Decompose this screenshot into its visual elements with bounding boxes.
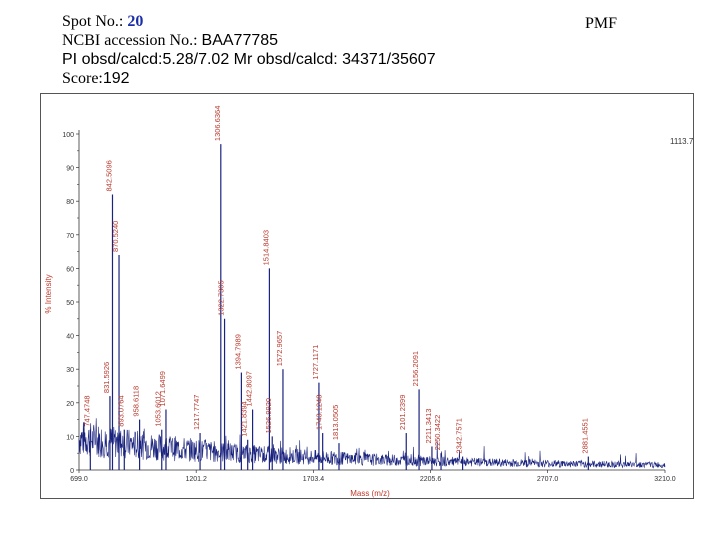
y-tick-label: 10 <box>66 434 74 441</box>
peak-layer <box>89 144 589 470</box>
spectrum-svg: 0 10 20 30 40 50 60 70 80 90 100 699.0 1201.2 1703.4 2… <box>44 106 694 498</box>
peak-label: 842.5096 <box>104 160 113 191</box>
peak-label: 1743.1248 <box>315 395 324 430</box>
score-line: Score:192 <box>62 69 436 88</box>
peak-label: 1442.8097 <box>245 371 254 406</box>
x-tick-label: 3210.0 <box>654 476 676 483</box>
y-tick-label: 90 <box>66 166 74 173</box>
peak-label: 1306.6364 <box>213 106 222 141</box>
y-tick-label: 20 <box>66 401 74 408</box>
peak-label: 1526.9920 <box>264 398 273 433</box>
peak-label-layer: 747.4748 831.5926 842.5096 870.5240 893.0764… <box>82 106 589 454</box>
x-tick-label: 699.0 <box>70 476 88 483</box>
noise-trace <box>78 418 666 469</box>
x-tick-label: 1201.2 <box>185 476 207 483</box>
spot-value: 20 <box>127 13 144 30</box>
y-tick-label: 30 <box>66 367 74 374</box>
peak-label: 1394.7989 <box>233 334 242 369</box>
y-tick-label: 50 <box>66 300 74 307</box>
peak-label: 2881.4551 <box>580 418 589 453</box>
pi-mr-line: PI obsd/calcd:5.28/7.02 Mr obsd/calcd: 3… <box>62 51 436 68</box>
peak-label: 1727.1171 <box>311 345 320 380</box>
x-tick-label: 1703.4 <box>303 476 325 483</box>
ncbi-value: BAA77785 <box>201 32 279 49</box>
peak-label: 1053.6012 <box>154 391 163 426</box>
peak-label: 893.0764 <box>116 395 125 426</box>
axis-layer: 0 10 20 30 40 50 60 70 80 90 100 699.0 1201.2 1703.4 2… <box>62 130 676 483</box>
peak-label: 870.5240 <box>111 221 120 252</box>
x-axis-label: Mass (m/z) <box>350 489 390 498</box>
peak-label: 831.5926 <box>102 362 111 393</box>
x-tick-label: 2205.6 <box>420 476 442 483</box>
x-tick-label: 2707.0 <box>537 476 559 483</box>
peak-label: 1421.8394 <box>240 401 249 436</box>
y-tick-label: 0 <box>70 468 74 475</box>
spectrum-header: Spot No.: 20 NCBI accession No.: BAA7778… <box>62 12 436 88</box>
peak-label: 2211.3413 <box>424 409 433 444</box>
peak-label: 1322.7305 <box>217 280 226 315</box>
peak-label: 958.6118 <box>132 386 141 417</box>
peak-label: 2342.7571 <box>455 418 464 453</box>
spot-line: Spot No.: 20 <box>62 12 436 31</box>
peak-label: 2156.2091 <box>411 351 420 386</box>
ncbi-label: NCBI accession No.: <box>62 32 202 49</box>
pmf-label: PMF <box>585 15 618 32</box>
max-intensity-label: 1113.7 <box>670 137 693 146</box>
y-tick-label: 100 <box>62 132 74 139</box>
y-axis-label: % Intensity <box>44 274 53 313</box>
ncbi-line: NCBI accession No.: BAA77785 <box>62 31 436 50</box>
peak-label: 1514.8403 <box>261 230 270 265</box>
y-tick-label: 60 <box>66 266 74 273</box>
peak-label: 2101.2399 <box>398 395 407 430</box>
spot-label: Spot No.: <box>62 13 128 30</box>
peak-label: 1071.6499 <box>158 371 167 406</box>
mass-spectrum-chart: 0 10 20 30 40 50 60 70 80 90 100 699.0 1201.2 1703.4 2… <box>40 93 694 499</box>
noise-line <box>78 418 666 469</box>
peak-label: 747.4748 <box>82 395 91 426</box>
peak-label: 1217.7747 <box>192 395 201 430</box>
y-tick-label: 80 <box>66 199 74 206</box>
score-value: 192 <box>102 70 130 87</box>
y-tick-label: 40 <box>66 334 74 341</box>
peak-label: 2250.3422 <box>433 415 442 450</box>
score-label: Score: <box>62 70 103 87</box>
y-tick-label: 70 <box>66 233 74 240</box>
peak-label: 1813.0505 <box>331 405 340 440</box>
peak-label: 1572.9657 <box>275 331 284 366</box>
